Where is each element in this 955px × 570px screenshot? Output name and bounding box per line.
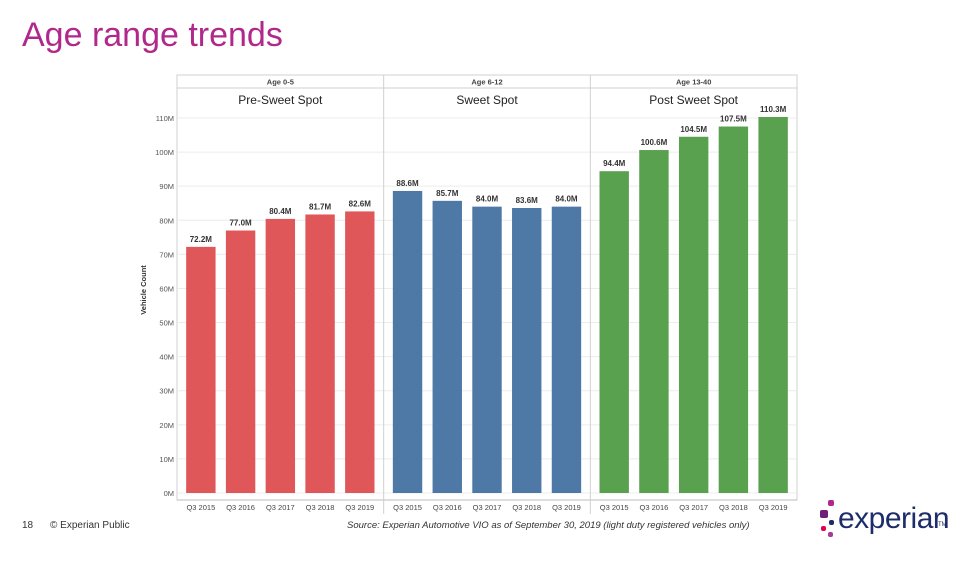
y-tick-label: 70M xyxy=(159,250,174,259)
bar xyxy=(718,126,749,493)
x-tick-label: Q3 2016 xyxy=(226,503,255,512)
bar xyxy=(551,206,582,494)
x-tick-label: Q3 2017 xyxy=(266,503,295,512)
x-tick-label: Q3 2018 xyxy=(512,503,541,512)
bar xyxy=(678,136,709,493)
source-note: Source: Experian Automotive VIO as of Se… xyxy=(347,520,750,531)
y-tick-label: 20M xyxy=(159,421,174,430)
y-tick-label: 90M xyxy=(159,182,174,191)
x-tick-label: Q3 2018 xyxy=(719,503,748,512)
bar-value-label: 77.0M xyxy=(229,219,252,228)
bar xyxy=(345,211,375,493)
x-tick-label: Q3 2016 xyxy=(640,503,669,512)
copyright-notice: © Experian Public xyxy=(50,520,130,531)
x-tick-label: Q3 2017 xyxy=(679,503,708,512)
x-tick-label: Q3 2017 xyxy=(473,503,502,512)
bar-value-label: 72.2M xyxy=(190,235,213,244)
page-number: 18 xyxy=(22,520,34,531)
logo-dot xyxy=(829,520,834,525)
panel-header: Age 0-5 xyxy=(267,78,294,87)
x-tick-label: Q3 2019 xyxy=(552,503,581,512)
x-tick-label: Q3 2015 xyxy=(186,503,215,512)
bar-value-label: 80.4M xyxy=(269,207,292,216)
bar xyxy=(392,190,423,494)
bar-value-label: 104.5M xyxy=(680,125,707,134)
panel-header: Age 6-12 xyxy=(471,78,502,87)
y-tick-label: 80M xyxy=(159,216,174,225)
y-tick-label: 40M xyxy=(159,353,174,362)
bar-value-label: 83.6M xyxy=(516,196,539,205)
bar xyxy=(472,206,502,494)
panel-label: Sweet Spot xyxy=(456,93,518,107)
bar-value-label: 100.6M xyxy=(641,138,668,147)
y-tick-label: 30M xyxy=(159,387,174,396)
bar xyxy=(186,246,216,493)
y-tick-label: 50M xyxy=(159,319,174,328)
logo-wordmark: experian xyxy=(838,502,950,535)
x-tick-label: Q3 2015 xyxy=(393,503,422,512)
bar-chart: 0M 10M 20M 30M 40M 50M 60M 70M 80M 90M 100M 110M Veh… xyxy=(139,74,798,514)
logo-dot xyxy=(828,532,833,537)
bar xyxy=(305,214,335,493)
bar-value-label: 107.5M xyxy=(720,115,747,124)
bar-value-label: 110.3M xyxy=(760,105,787,114)
y-tick-label: 0M xyxy=(164,489,174,498)
panel-label: Pre-Sweet Spot xyxy=(238,93,323,107)
logo-dot xyxy=(828,500,834,506)
bar-value-label: 94.4M xyxy=(603,159,626,168)
y-tick-label: 60M xyxy=(159,284,174,293)
slide-title: Age range trends xyxy=(22,16,283,54)
panel-header: Age 13-40 xyxy=(676,78,711,87)
y-tick-label: 10M xyxy=(159,455,174,464)
bar-value-label: 81.7M xyxy=(309,202,332,211)
bar xyxy=(432,200,462,493)
x-tick-label: Q3 2018 xyxy=(306,503,335,512)
y-tick-label: 110M xyxy=(156,114,174,123)
experian-logo: experian TM xyxy=(816,498,950,540)
bar-value-label: 84.0M xyxy=(555,195,578,204)
logo-trademark: TM xyxy=(938,522,947,528)
bar-value-label: 85.7M xyxy=(436,189,459,198)
y-tick-label: 100M xyxy=(155,148,174,157)
logo-dot xyxy=(820,510,828,518)
panel-label: Post Sweet Spot xyxy=(649,93,738,107)
bar-value-label: 82.6M xyxy=(349,199,372,208)
x-tick-label: Q3 2019 xyxy=(345,503,374,512)
bar xyxy=(225,230,256,493)
bar xyxy=(639,150,669,493)
bar xyxy=(599,171,629,493)
bar xyxy=(512,208,542,493)
logo-dot xyxy=(821,526,826,531)
bar-value-label: 84.0M xyxy=(476,195,499,204)
bar xyxy=(758,116,788,494)
x-tick-label: Q3 2015 xyxy=(600,503,629,512)
x-tick-label: Q3 2016 xyxy=(433,503,462,512)
y-axis-label: Vehicle Count xyxy=(139,265,148,315)
bar xyxy=(265,218,296,493)
x-tick-label: Q3 2019 xyxy=(759,503,788,512)
bar-value-label: 88.6M xyxy=(396,179,419,188)
